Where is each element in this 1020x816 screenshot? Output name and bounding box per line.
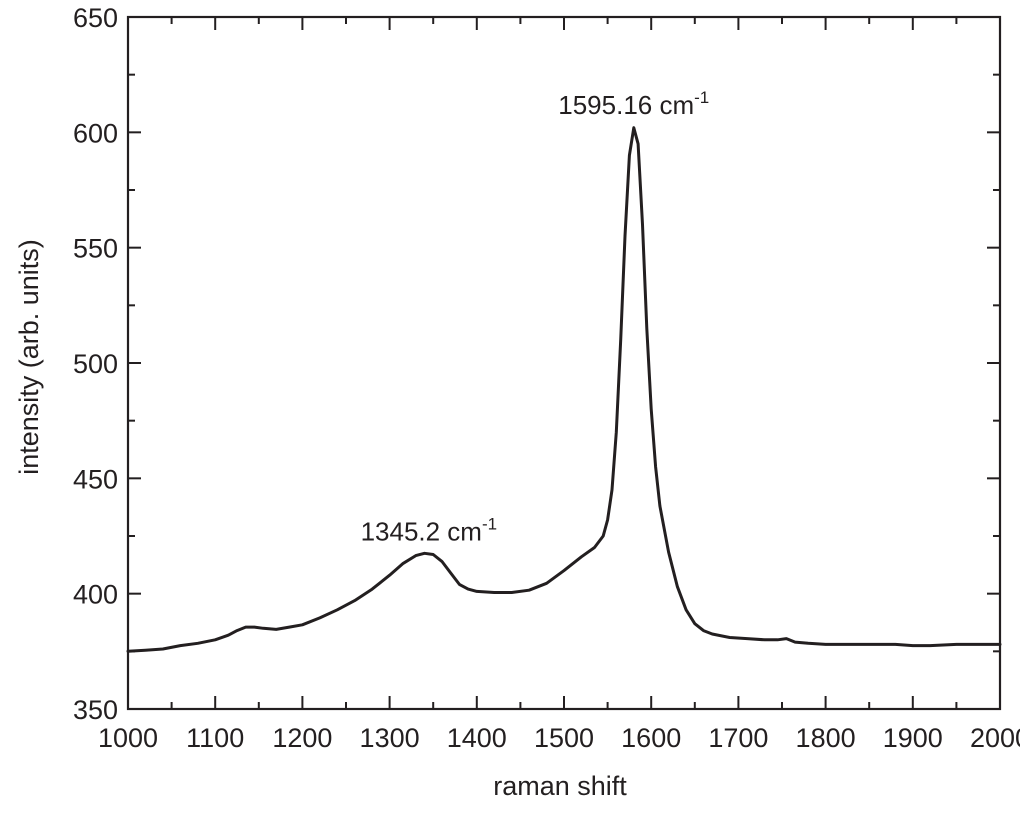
x-axis-ticks — [127, 17, 1001, 709]
y-axis-tick-labels: 350 400 450 500 550 600 650 — [73, 3, 118, 725]
x-tick-label: 2000 — [970, 723, 1020, 753]
x-tick-label: 1800 — [796, 723, 856, 753]
y-tick-label: 600 — [73, 118, 118, 148]
plot-frame — [126, 15, 1002, 711]
x-tick-label: 1900 — [883, 723, 943, 753]
peak-annotations: 1595.16 cm-1 1345.2 cm-1 — [361, 88, 710, 547]
x-tick-label: 1400 — [447, 723, 507, 753]
y-tick-label: 400 — [73, 580, 118, 610]
x-tick-label: 1200 — [272, 723, 332, 753]
x-tick-label: 1000 — [98, 723, 158, 753]
x-tick-label: 1500 — [534, 723, 594, 753]
plot-area — [126, 15, 1002, 711]
y-axis-ticks — [128, 16, 1000, 710]
spectrum-line — [126, 126, 1002, 653]
y-tick-label: 450 — [73, 464, 118, 494]
x-tick-label: 1700 — [708, 723, 768, 753]
y-tick-label: 350 — [73, 695, 118, 725]
peak-label: 1595.16 cm-1 — [558, 88, 709, 120]
x-tick-label: 1100 — [186, 723, 244, 753]
y-tick-label: 500 — [73, 349, 118, 379]
y-tick-label: 550 — [73, 234, 118, 264]
x-axis-title: raman shift — [493, 771, 627, 801]
y-axis-title: intensity (arb. units) — [14, 239, 44, 475]
peak-label: 1345.2 cm-1 — [361, 515, 498, 547]
x-axis-tick-labels: 1000 1100 1200 1300 1400 1500 1600 1700 1800 1900… — [98, 723, 1020, 753]
y-tick-label: 650 — [73, 3, 118, 33]
x-tick-label: 1600 — [621, 723, 681, 753]
x-tick-label: 1300 — [360, 723, 420, 753]
